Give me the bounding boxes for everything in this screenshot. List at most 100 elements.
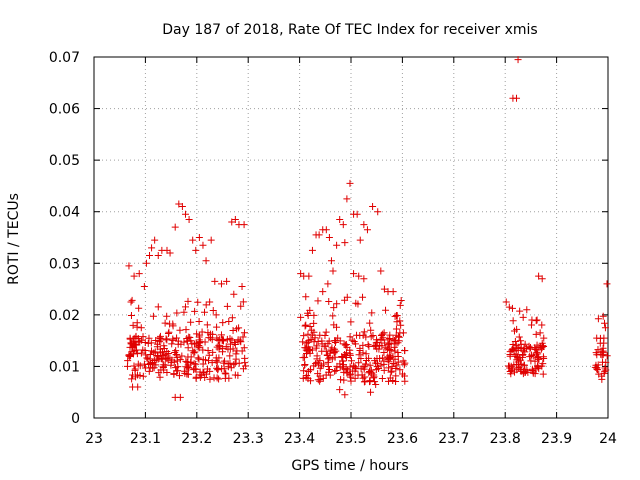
data-point [124,357,132,365]
data-point [162,335,170,343]
data-point [183,358,191,366]
data-point [301,353,309,361]
data-point [341,239,349,247]
data-point [396,301,404,309]
data-point [343,195,351,203]
data-point [304,312,312,320]
data-point [355,359,363,367]
data-point [367,326,375,334]
data-point [389,377,397,385]
data-point [231,215,239,223]
data-point [600,334,608,342]
data-point [207,236,215,244]
data-point [369,374,377,382]
data-point [367,388,375,396]
data-point [163,336,171,344]
data-point [539,370,547,378]
data-point [536,329,544,337]
data-point [185,333,193,341]
data-point [333,323,341,331]
data-point [521,348,529,356]
data-point [318,347,326,355]
data-point [155,369,163,377]
data-point [139,333,147,341]
data-point [151,236,159,244]
data-point [196,331,204,339]
data-point [136,372,144,380]
data-point [164,350,172,358]
data-point [159,363,167,371]
data-point [143,354,151,362]
data-point [594,346,602,354]
data-point [359,293,367,301]
data-point [520,344,528,352]
data-point [366,319,374,327]
data-point [332,337,340,345]
data-point [350,270,358,278]
data-point [392,365,400,373]
data-point [320,342,328,350]
data-point [389,335,397,343]
data-point [190,349,198,357]
data-point [158,355,166,363]
data-point [215,341,223,349]
data-point [339,357,347,365]
data-point [389,360,397,368]
data-point [333,241,341,249]
data-point [387,347,395,355]
data-point [333,300,341,308]
data-point [301,361,309,369]
data-point [387,368,395,376]
data-point [127,298,135,306]
data-point [538,339,546,347]
data-point [346,179,354,187]
data-point [313,358,321,366]
data-point [184,344,192,352]
data-point [234,371,242,379]
data-point [511,368,519,376]
data-point [384,341,392,349]
data-point [523,306,531,314]
data-point [213,358,221,366]
data-point [145,367,153,375]
data-point [392,311,400,319]
data-point [389,352,397,360]
data-point [393,318,401,326]
data-point [316,357,324,365]
data-point [300,367,308,375]
data-point [397,321,405,329]
data-point [211,277,219,285]
data-point [206,330,214,338]
data-point [363,226,371,234]
data-point [359,374,367,382]
data-point [603,352,611,360]
data-point [376,355,384,363]
data-point [378,375,386,383]
data-point [364,341,372,349]
data-point [228,314,236,322]
data-point [137,324,145,332]
data-point [167,358,175,366]
data-point [369,332,377,340]
data-point [377,267,385,275]
data-point [313,342,321,350]
data-point [382,306,390,314]
x-tick-label: 23.1 [130,431,161,447]
data-point [199,241,207,249]
data-point [314,297,322,305]
data-point [238,347,246,355]
data-point [154,252,162,260]
data-point [380,360,388,368]
data-point [146,252,154,260]
data-point [394,358,402,366]
data-point [149,312,157,320]
data-point [125,351,133,359]
data-point [136,338,144,346]
data-point [173,309,181,317]
data-point [372,339,380,347]
data-point [299,338,307,346]
data-point [538,275,546,283]
data-point [311,334,319,342]
data-point [205,357,213,365]
